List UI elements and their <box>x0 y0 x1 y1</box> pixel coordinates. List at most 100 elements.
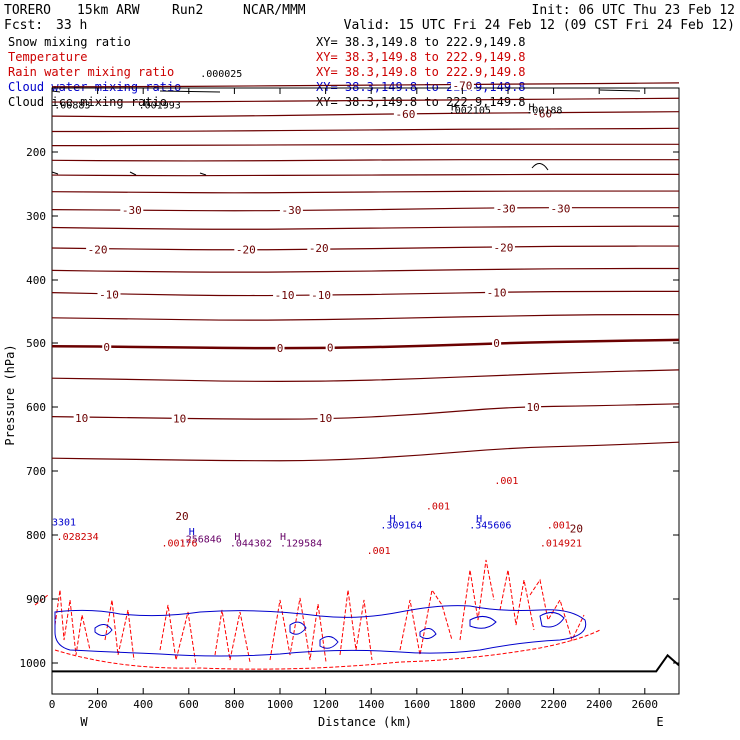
field-label: H <box>189 527 195 538</box>
cloud-water-contour <box>94 624 113 636</box>
rain-contour <box>339 589 373 661</box>
header-fcst-value: 33 h <box>56 18 87 33</box>
isotherm-label: 0 <box>327 341 334 354</box>
ice-contour <box>159 90 221 93</box>
x-axis: 0 200 400 600 800 1000 1200 1400 1600 1800 2000 220… <box>49 88 658 711</box>
field-label: .001 <box>426 501 450 512</box>
ice-contour <box>599 89 641 92</box>
field-label: .028234 <box>57 532 99 543</box>
isotherm-label: -30 <box>281 204 301 217</box>
field-label: .002105 <box>449 106 491 117</box>
isotherm-label: 0 <box>493 337 500 350</box>
rain-contour <box>399 588 453 656</box>
isotherm-label: -10 <box>487 287 507 300</box>
isotherm-label-bg <box>86 243 110 255</box>
isotherm-line <box>51 403 680 420</box>
legend-xy-rain: XY= 38.3,149.8 to 222.9,149.8 <box>316 65 526 79</box>
x-tick-label: 2600 <box>632 698 659 711</box>
isotherm-label: -10 <box>311 289 331 302</box>
isotherm-label-bg <box>485 286 509 298</box>
isotherm-label-bg <box>279 204 303 216</box>
cloud-water-contour <box>419 628 437 640</box>
isotherm-line <box>51 127 680 133</box>
legend-name-temperature: Temperature <box>8 50 87 64</box>
ground-line <box>52 653 680 673</box>
plot-area: -70 -60 -60 -30 -30 -30 -30 -20 -20 -20 -20 -10 -10 -… <box>20 69 680 711</box>
x-tick-label: 600 <box>179 698 199 711</box>
isotherm-line <box>51 267 679 273</box>
x-tick-label: 1200 <box>312 698 339 711</box>
header-valid: Valid: 15 UTC Fri 24 Feb 12 (09 CST Fri … <box>344 18 735 33</box>
isotherm-label-bg <box>450 79 474 91</box>
isotherm-label-bg <box>171 412 188 424</box>
ice-contour <box>531 163 549 171</box>
y-tick-label: 300 <box>26 210 46 223</box>
isotherm-label-bg <box>491 241 515 253</box>
isotherm-line <box>52 97 680 103</box>
legend-name-snow: Snow mixing ratio <box>8 35 131 49</box>
isotherm-label: 10 <box>173 413 186 426</box>
isotherm-label-bg <box>548 202 572 214</box>
field-label: H <box>451 102 457 113</box>
isotherm-line <box>52 82 680 88</box>
isotherm-line <box>51 159 679 162</box>
field-label: .001 <box>547 521 571 532</box>
x-tick-label: 800 <box>224 698 244 711</box>
isotherm-label: -20 <box>309 242 329 255</box>
header-resolution: 15km ARW <box>77 3 140 18</box>
header-org: NCAR/MMM <box>243 3 306 18</box>
isotherm-line <box>51 111 680 118</box>
x-tick-label: 1000 <box>267 698 294 711</box>
x-tick-label: 1800 <box>449 698 476 711</box>
isotherm-line <box>51 190 679 194</box>
isotherm-label: -20 <box>236 243 256 256</box>
isotherm-label: -70 <box>452 79 472 92</box>
cloud-water-contour <box>539 612 565 628</box>
field-label: H <box>280 532 286 543</box>
rain-contour <box>459 559 495 641</box>
legend: Snow mixing ratio XY= 38.3,149.8 to 222.… <box>8 35 526 109</box>
field-label: .000025 <box>200 69 242 80</box>
field-label: .001993 <box>139 100 181 111</box>
isotherm-label: 20 <box>570 523 583 536</box>
field-label: .00883 <box>54 100 90 111</box>
field-label: .00176 <box>161 539 197 550</box>
rain-contour <box>34 594 49 606</box>
isotherm-line <box>51 143 679 147</box>
legend-xy-cloud-water: XY= 38.3,149.8 to 222.9,149.8 <box>316 80 526 94</box>
x-tick-label: 1400 <box>358 698 385 711</box>
isotherm-line <box>51 314 679 321</box>
y-tick-label: 500 <box>26 337 46 350</box>
ice-contour <box>129 171 137 176</box>
x-tick-label: 1600 <box>404 698 431 711</box>
isotherm-line <box>51 173 679 177</box>
header-run: Run2 <box>172 3 203 18</box>
isotherm-line <box>51 441 680 462</box>
y-tick-label: 800 <box>26 529 46 542</box>
isotherm-label-bg <box>273 289 297 301</box>
hydrometeor-contours <box>34 89 641 670</box>
legend-xy-temperature: XY= 38.3,149.8 to 222.9,149.8 <box>316 50 526 64</box>
isotherm-label: 20 <box>175 510 188 523</box>
field-label: .001 <box>494 476 518 487</box>
y-axis-title: Pressure (hPa) <box>3 344 17 445</box>
header-fcst-label: Fcst: <box>4 18 43 33</box>
isotherm-label: 10 <box>319 412 332 425</box>
y-tick-label: 700 <box>26 465 46 478</box>
isotherm-label: -60 <box>532 108 552 121</box>
ground-surface <box>52 653 680 673</box>
isotherm-label-bg <box>492 337 502 348</box>
x-axis-title: Distance (km) <box>318 715 412 729</box>
cloud-water-contour <box>289 621 307 635</box>
x-tick-label: 400 <box>133 698 153 711</box>
x-axis-left-label: W <box>80 715 88 729</box>
temperature-isotherms <box>51 82 680 462</box>
isotherm-label: -10 <box>275 289 295 302</box>
plot-frame <box>51 87 680 695</box>
y-tick-label: 1000 <box>20 657 47 670</box>
isotherm-line <box>51 290 679 297</box>
isotherm-label-bg <box>173 509 190 521</box>
header-model: TORERO <box>4 3 51 18</box>
x-tick-label: 0 <box>49 698 56 711</box>
